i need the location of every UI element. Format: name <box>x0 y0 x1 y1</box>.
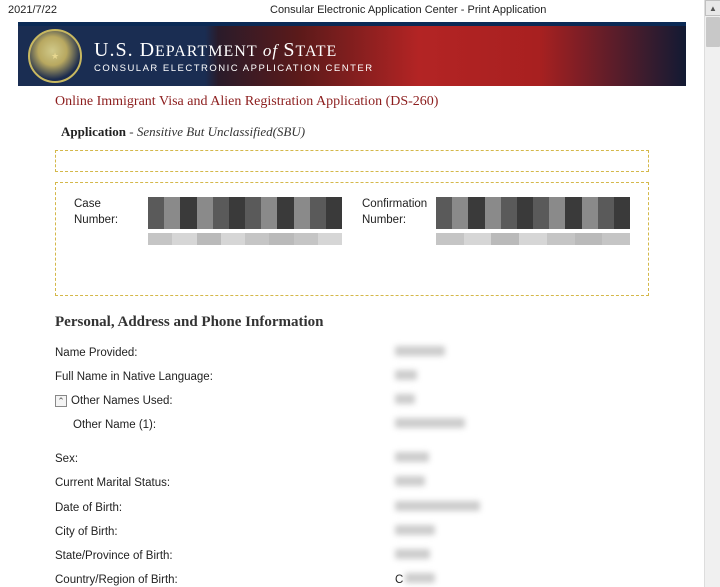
confirmation-number-col: Confirmation Number: <box>362 197 630 269</box>
case-number-col: Case Number: <box>74 197 342 269</box>
header-row: 2021/7/22 Consular Electronic Applicatio… <box>0 0 704 22</box>
vertical-scrollbar[interactable]: ▲ <box>704 0 720 587</box>
case-number-label: Case Number: <box>74 197 138 269</box>
page-title: Consular Electronic Application Center -… <box>248 4 696 16</box>
scrollbar-thumb[interactable] <box>706 17 720 47</box>
label-city-birth: City of Birth: <box>55 524 395 540</box>
dept-subtitle: CONSULAR ELECTRONIC APPLICATION CENTER <box>94 63 374 74</box>
label-country-birth: Country/Region of Birth: <box>55 572 395 587</box>
banner-text: U.S. DEPARTMENT of STATE CONSULAR ELECTR… <box>94 39 374 74</box>
field-sex: Sex: <box>55 451 649 467</box>
state-seal-icon: ★ <box>28 29 82 83</box>
sensitivity-line: Application - Sensitive But Unclassified… <box>55 124 649 140</box>
label-full-native: Full Name in Native Language: <box>55 369 395 385</box>
application-label: Application <box>61 124 126 139</box>
value-name-provided <box>395 345 649 361</box>
form-title: Online Immigrant Visa and Alien Registra… <box>55 94 649 110</box>
label-marital: Current Marital Status: <box>55 475 395 491</box>
field-full-native: Full Name in Native Language: <box>55 369 649 385</box>
confirmation-number-value-redacted <box>436 197 630 269</box>
sensitivity-text: - Sensitive But Unclassified(SBU) <box>126 124 305 139</box>
label-dob: Date of Birth: <box>55 500 395 516</box>
dept-banner: ★ U.S. DEPARTMENT of STATE CONSULAR ELEC… <box>18 22 686 86</box>
field-dob: Date of Birth: <box>55 500 649 516</box>
field-name-provided: Name Provided: <box>55 345 649 361</box>
section-title: Personal, Address and Phone Information <box>55 314 649 331</box>
field-other-names: ⌃ Other Names Used: <box>55 393 649 409</box>
value-city-birth <box>395 524 649 540</box>
field-country-birth: Country/Region of Birth: C <box>55 572 649 587</box>
case-number-value-redacted <box>148 197 342 269</box>
field-marital: Current Marital Status: <box>55 475 649 491</box>
field-state-birth: State/Province of Birth: <box>55 548 649 564</box>
print-date: 2021/7/22 <box>8 4 248 16</box>
value-dob <box>395 500 649 516</box>
empty-dashed-box <box>55 150 649 172</box>
value-other-name-1 <box>395 417 649 433</box>
confirmation-number-label: Confirmation Number: <box>362 197 426 269</box>
scrollbar-arrow-up-icon[interactable]: ▲ <box>705 0 720 16</box>
label-name-provided: Name Provided: <box>55 345 395 361</box>
value-state-birth <box>395 548 649 564</box>
field-city-birth: City of Birth: <box>55 524 649 540</box>
value-other-names <box>395 393 649 409</box>
label-state-birth: State/Province of Birth: <box>55 548 395 564</box>
value-full-native <box>395 369 649 385</box>
label-sex: Sex: <box>55 451 395 467</box>
collapse-icon[interactable]: ⌃ <box>55 395 67 407</box>
content-area: Online Immigrant Visa and Alien Registra… <box>0 86 704 587</box>
value-marital <box>395 475 649 491</box>
case-info-box: Case Number: Confirmation Number: <box>55 182 649 296</box>
label-other-name-1: Other Name (1): <box>55 417 395 433</box>
value-sex <box>395 451 649 467</box>
value-country-birth: C <box>395 572 649 587</box>
field-other-name-1: Other Name (1): <box>55 417 649 433</box>
dept-title: U.S. DEPARTMENT of STATE <box>94 39 374 62</box>
label-other-names: ⌃ Other Names Used: <box>55 393 395 409</box>
